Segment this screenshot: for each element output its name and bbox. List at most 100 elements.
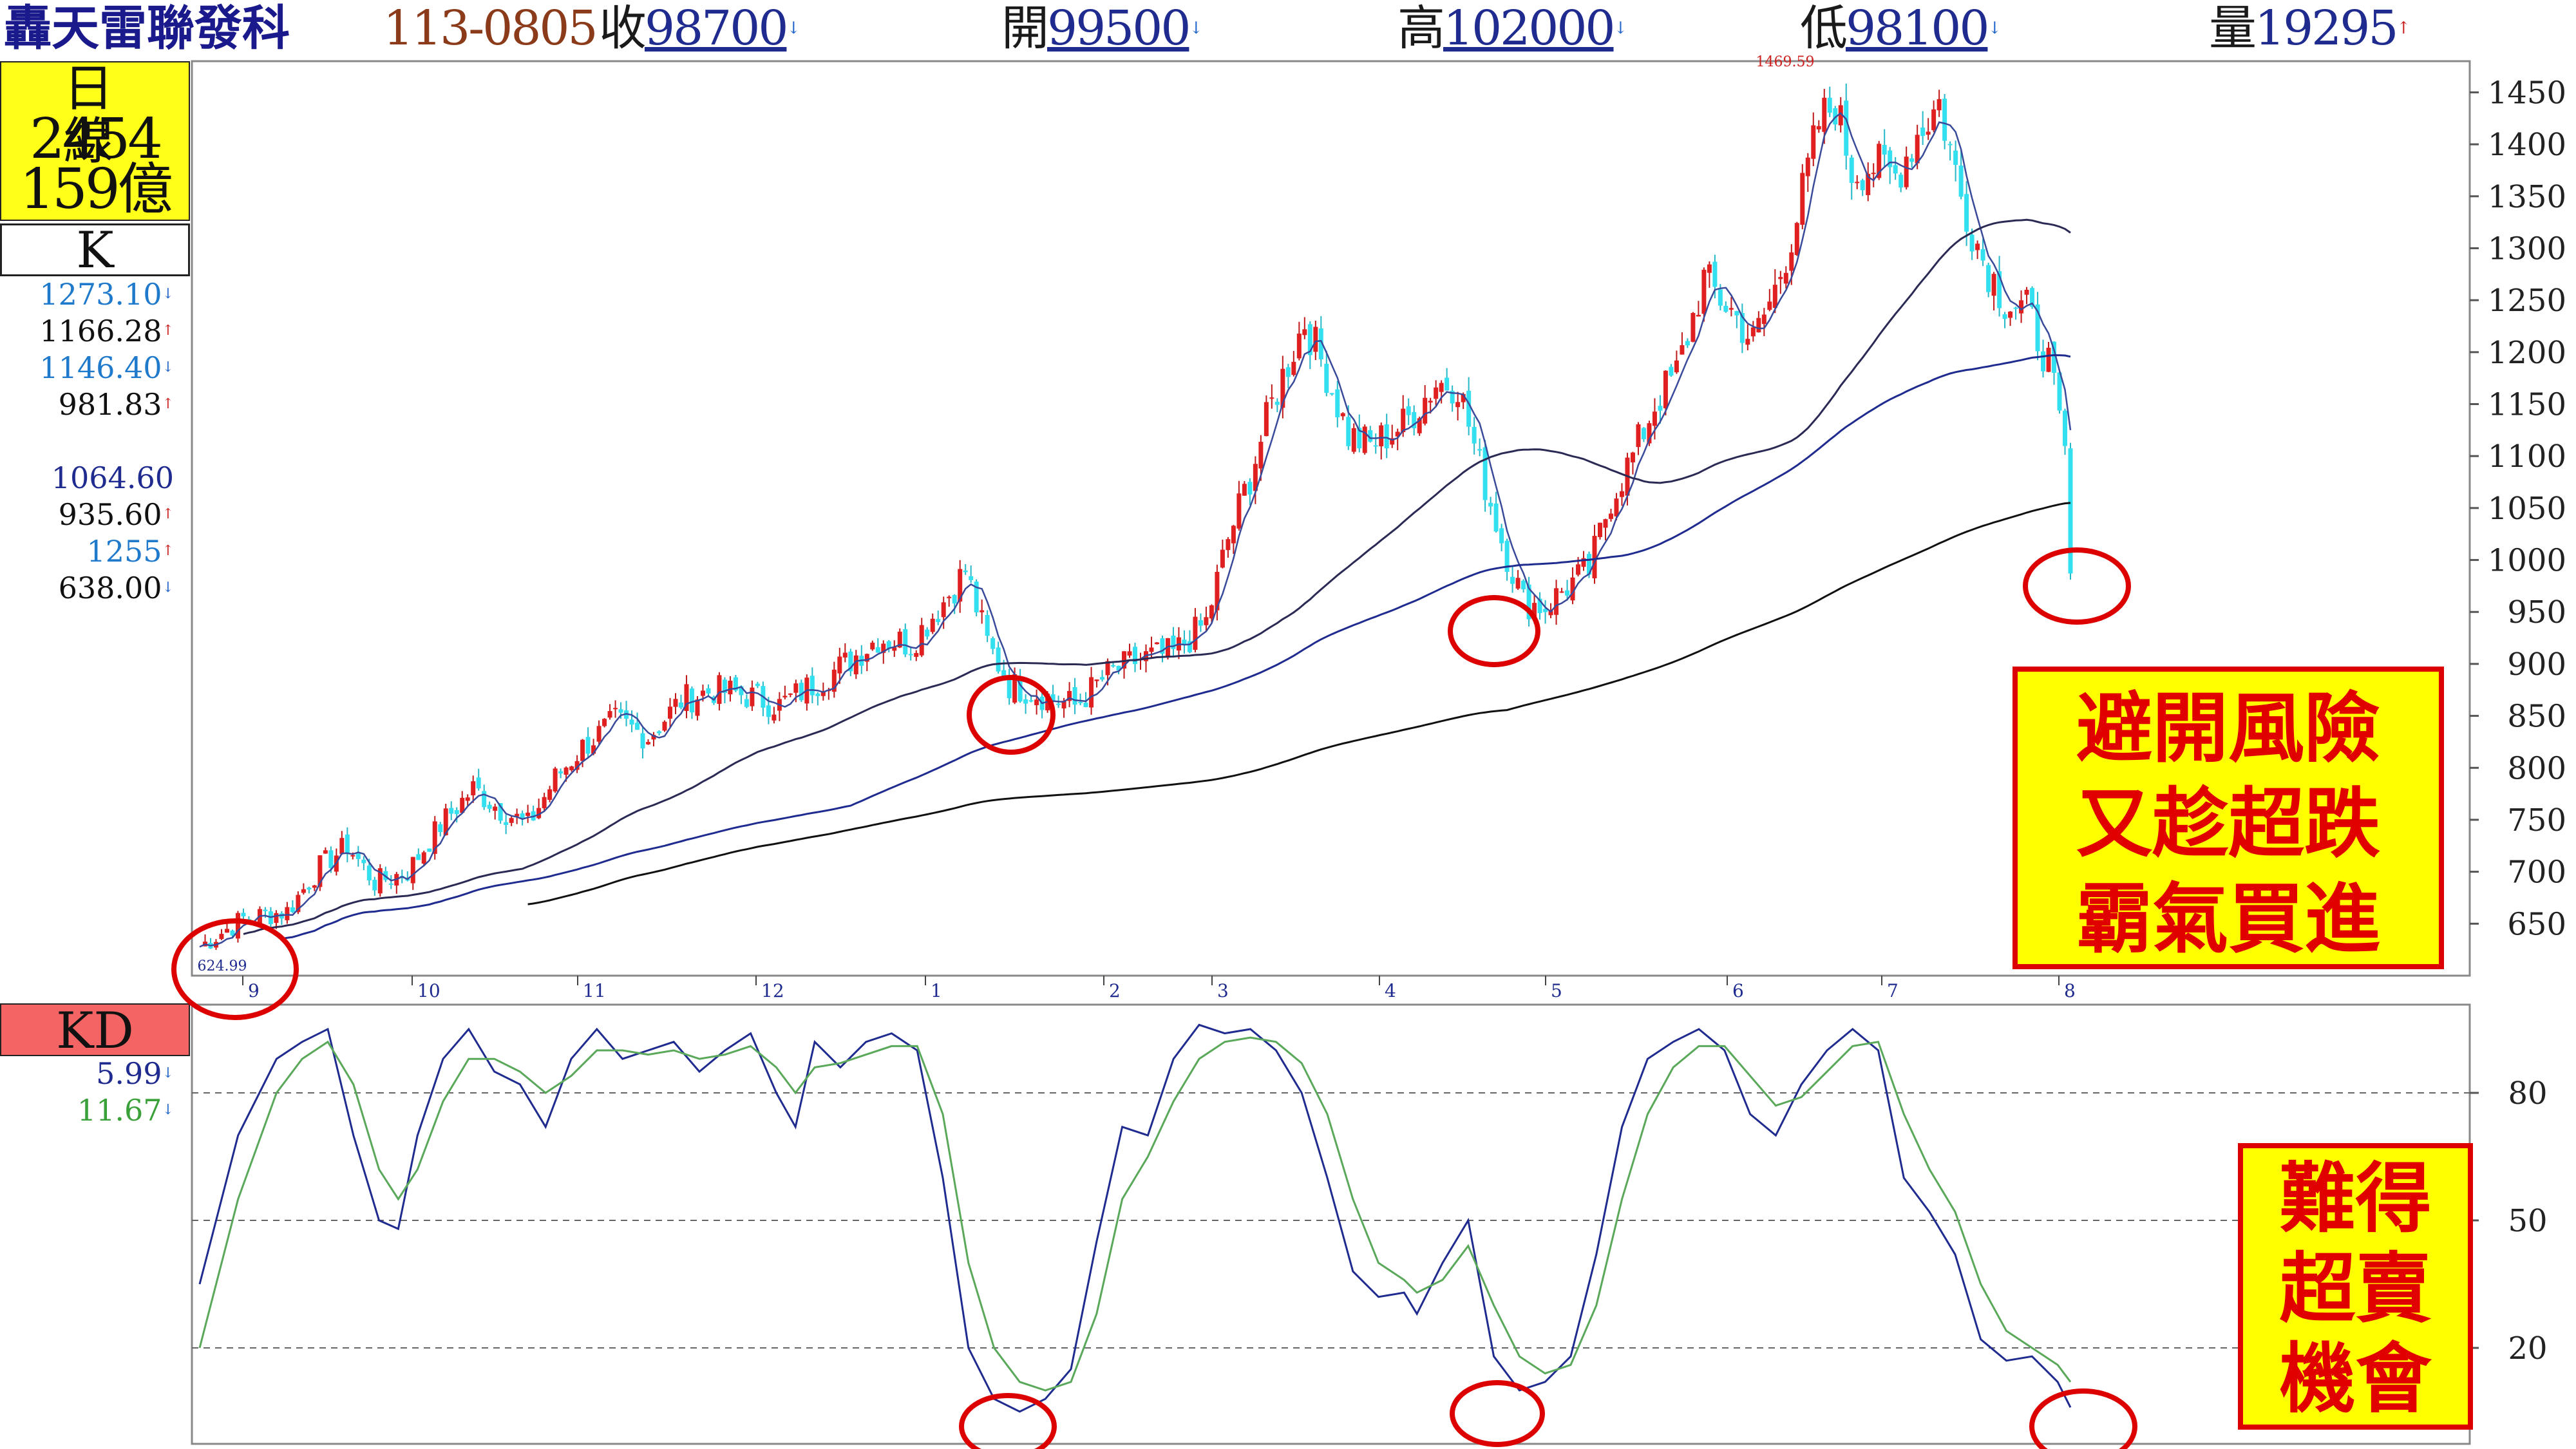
price-tick-label: 950	[2507, 594, 2566, 630]
candle-up	[1379, 425, 1384, 446]
kd-tick-label: 20	[2508, 1331, 2547, 1367]
candle-up	[509, 818, 514, 823]
candle-down	[908, 654, 913, 656]
candle-up	[219, 934, 224, 940]
price-value: 1146.40↓	[39, 350, 174, 385]
candle-up	[1783, 272, 1788, 284]
month-label: 7	[1887, 980, 1899, 1001]
candle-down	[1412, 412, 1417, 429]
candle-up	[1264, 402, 1269, 437]
candle-up	[864, 654, 869, 662]
candle-down	[969, 576, 974, 580]
candle-up	[941, 602, 946, 618]
candle-down	[2041, 351, 2046, 372]
candle-up	[2008, 311, 2013, 318]
candle-down	[1482, 447, 1488, 500]
candle-down	[482, 791, 487, 808]
candle-down	[1958, 166, 1964, 197]
price-tick-label: 1400	[2488, 127, 2566, 163]
candle-up	[1105, 661, 1110, 676]
candle-down	[1718, 289, 1723, 306]
candle-up	[695, 699, 700, 716]
candle-up	[1991, 274, 1996, 296]
annotation-line: 難得	[2279, 1154, 2432, 1243]
candle-down	[454, 810, 459, 815]
candle-up	[1554, 588, 1559, 615]
candle-up	[1034, 699, 1039, 705]
candle-up	[547, 789, 553, 800]
open-label: 開	[1001, 1, 1049, 56]
candle-up	[1761, 314, 1766, 325]
candle-down	[558, 771, 564, 773]
candle-up	[471, 781, 476, 795]
month-label: 8	[2064, 980, 2076, 1001]
candle-down	[1324, 363, 1329, 393]
candle-down	[1160, 638, 1165, 654]
price-tick-label: 700	[2507, 855, 2566, 891]
candle-up	[870, 642, 875, 650]
high-value: 102000	[1443, 1, 1615, 56]
kd-indicator-label[interactable]: KD	[0, 1003, 190, 1057]
candle-down	[230, 930, 235, 936]
candle-down	[345, 834, 350, 855]
month-label: 10	[417, 980, 440, 1001]
low-marker-label: 624.99	[198, 958, 247, 974]
candle-down	[1893, 165, 1898, 174]
candle-up	[1515, 578, 1520, 589]
candle-up	[717, 675, 722, 705]
candle-down	[1329, 393, 1334, 395]
price-tick-label: 1200	[2488, 335, 2566, 371]
candle-up	[1630, 452, 1635, 462]
candle-down	[263, 909, 268, 911]
candle-up	[1280, 368, 1285, 408]
candle-down	[1964, 194, 1969, 232]
candle-up	[1204, 617, 1209, 625]
candle-up	[667, 706, 672, 719]
candle-down	[1909, 158, 1915, 162]
candle-up	[493, 806, 498, 811]
candle-up	[2046, 347, 2051, 372]
candle-up	[1258, 442, 1264, 469]
candle-down	[996, 647, 1001, 672]
candle-down	[1198, 620, 1203, 626]
candle-up	[526, 812, 531, 816]
month-label: 12	[761, 980, 784, 1001]
candle-up	[1061, 701, 1066, 709]
candle-down	[1510, 576, 1515, 584]
candle-up	[1794, 223, 1799, 255]
candle-up	[1904, 156, 1909, 187]
candle-up	[1149, 647, 1154, 652]
high-marker-label: 1469.59	[1756, 54, 1815, 70]
price-value: 1166.28↑	[39, 314, 174, 348]
candle-up	[1608, 513, 1613, 519]
price-value: 981.83↑	[58, 387, 174, 422]
candle-up	[1576, 564, 1581, 575]
candle-down	[1247, 482, 1253, 495]
candle-down	[974, 582, 979, 612]
candle-down	[1384, 424, 1389, 449]
candle-up	[1434, 387, 1439, 399]
k-indicator-label[interactable]: K	[0, 223, 190, 276]
candle-down	[290, 907, 295, 913]
moving-average-line	[199, 112, 2072, 948]
candle-up	[1417, 418, 1422, 433]
candle-up	[930, 618, 935, 632]
candle-up	[772, 714, 777, 721]
candle-down	[476, 777, 481, 789]
highlight-circle	[2029, 1388, 2137, 1449]
candle-up	[553, 768, 558, 791]
candle-up	[350, 855, 355, 857]
candle-down	[1565, 590, 1570, 596]
stock-name: 轟天雷聯發科	[4, 1, 290, 56]
candle-up	[1226, 539, 1231, 551]
candle-down	[438, 824, 443, 833]
candle-down	[1827, 97, 1832, 113]
candle-down	[1028, 700, 1034, 702]
candle-down	[1472, 426, 1477, 444]
price-tick-label: 750	[2507, 802, 2566, 838]
low-value: 98100	[1846, 1, 1989, 56]
candle-up	[958, 569, 963, 602]
candle-up	[1423, 397, 1428, 424]
candle-down	[1537, 598, 1542, 614]
candle-down	[1899, 175, 1904, 188]
